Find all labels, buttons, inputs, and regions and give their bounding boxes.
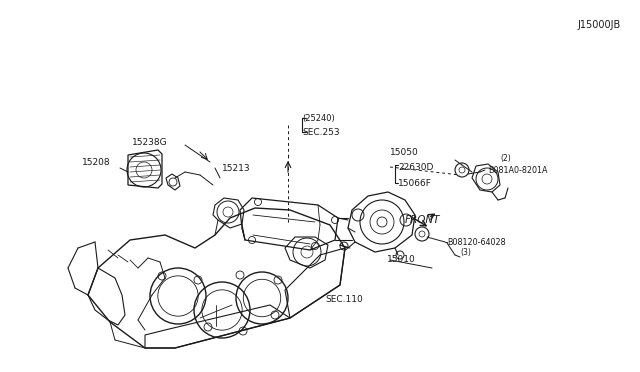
Text: 15066F: 15066F — [398, 179, 432, 187]
Text: B08120-64028: B08120-64028 — [447, 237, 506, 247]
Text: B081A0-8201A: B081A0-8201A — [488, 166, 547, 174]
Circle shape — [377, 217, 387, 227]
Text: 15050: 15050 — [390, 148, 419, 157]
Text: SEC.110: SEC.110 — [325, 295, 363, 305]
Text: SEC.253: SEC.253 — [302, 128, 340, 137]
Text: FRONT: FRONT — [405, 215, 440, 225]
Text: (3): (3) — [460, 248, 471, 257]
Text: (25240): (25240) — [302, 113, 335, 122]
Text: 15208: 15208 — [82, 157, 111, 167]
Text: 22630D: 22630D — [398, 163, 433, 171]
Text: J15000JB: J15000JB — [578, 20, 621, 30]
Text: 15010: 15010 — [387, 256, 416, 264]
Text: (2): (2) — [500, 154, 511, 163]
Text: 15213: 15213 — [222, 164, 251, 173]
Text: 15238G: 15238G — [132, 138, 168, 147]
